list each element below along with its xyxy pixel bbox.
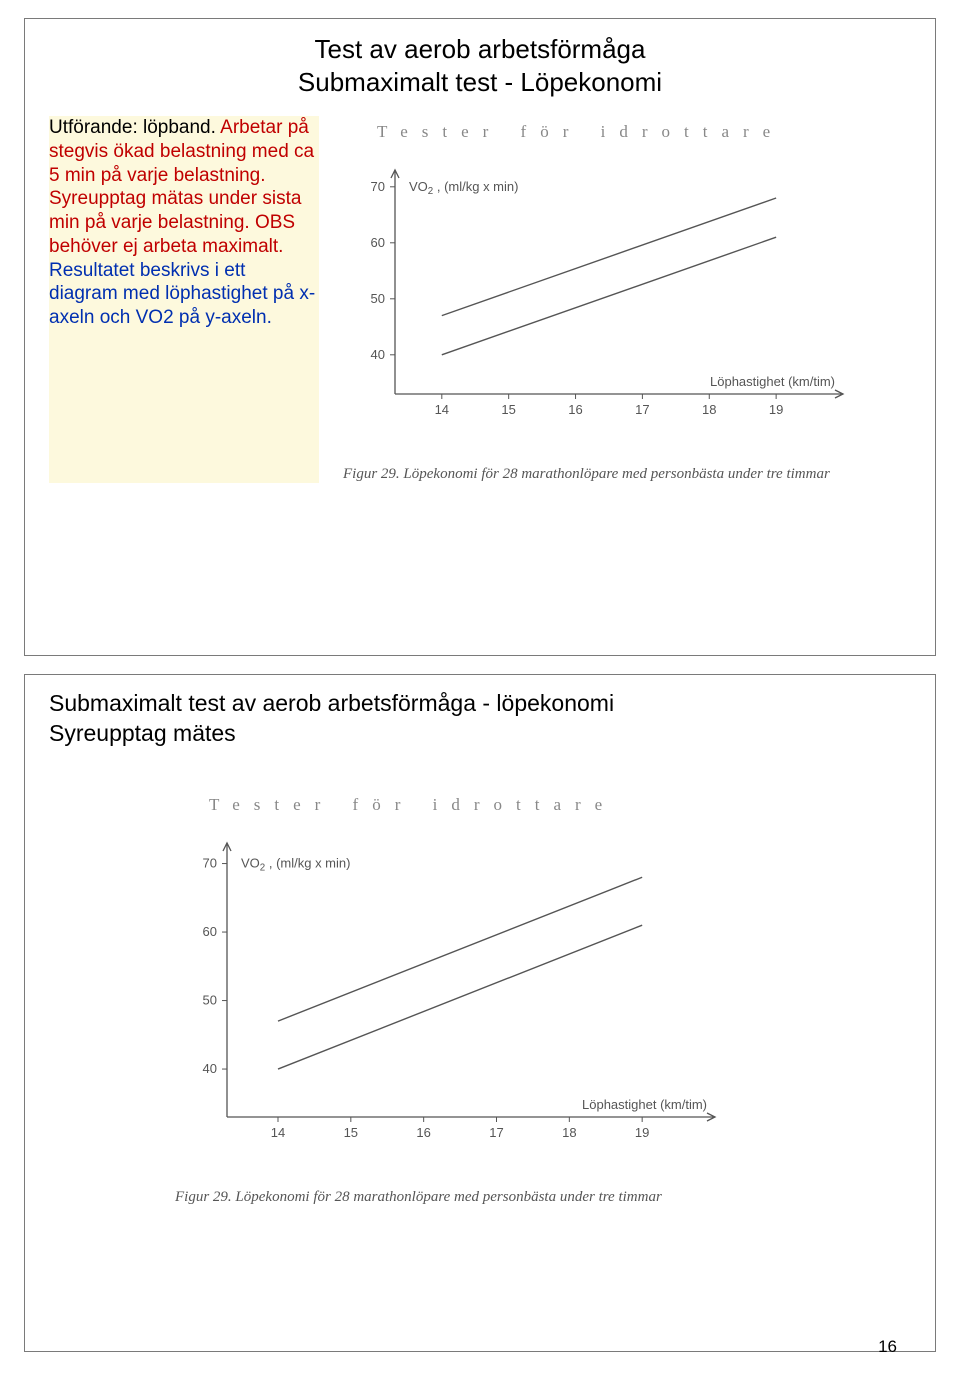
panel2-title-line-2: Syreupptag mätes [49, 719, 911, 749]
chart-svg-2: 40 50 60 70 14 15 16 17 18 19 VO2 , (ml/kg x min) L… [169, 833, 729, 1163]
svg-text:50: 50 [371, 291, 385, 306]
svg-text:15: 15 [501, 402, 515, 417]
svg-text:40: 40 [371, 347, 385, 362]
svg-text:14: 14 [271, 1125, 285, 1140]
svg-text:Löphastighet (km/tim): Löphastighet (km/tim) [582, 1097, 707, 1112]
svg-text:17: 17 [489, 1125, 503, 1140]
svg-text:17: 17 [635, 402, 649, 417]
panel1-title: Test av aerob arbetsförmåga Submaximalt … [49, 33, 911, 98]
desc-blue: Resultatet beskrivs i ett diagram med lö… [49, 260, 315, 329]
chart-header-2: Tester för idrottare [209, 795, 911, 815]
page-number: 16 [878, 1337, 897, 1357]
svg-text:16: 16 [416, 1125, 430, 1140]
panel2-title-line-1: Submaximalt test av aerob arbetsförmåga … [49, 689, 911, 719]
svg-text:70: 70 [371, 179, 385, 194]
svg-text:16: 16 [568, 402, 582, 417]
panel1-description: Utförande: löpband. Arbetar på stegvis ö… [49, 116, 319, 483]
svg-text:60: 60 [371, 235, 385, 250]
svg-text:70: 70 [203, 855, 217, 870]
panel2-title: Submaximalt test av aerob arbetsförmåga … [49, 689, 911, 749]
panel1-body: Utförande: löpband. Arbetar på stegvis ö… [49, 116, 911, 483]
svg-text:19: 19 [769, 402, 783, 417]
svg-text:60: 60 [203, 924, 217, 939]
svg-text:15: 15 [344, 1125, 358, 1140]
title-line-2: Submaximalt test - Löpekonomi [49, 66, 911, 99]
slide-panel-1: Test av aerob arbetsförmåga Submaximalt … [24, 18, 936, 656]
svg-text:VO2 , (ml/kg x min): VO2 , (ml/kg x min) [409, 179, 518, 197]
svg-text:18: 18 [702, 402, 716, 417]
svg-text:50: 50 [203, 992, 217, 1007]
svg-text:Löphastighet (km/tim): Löphastighet (km/tim) [710, 374, 835, 389]
svg-text:40: 40 [203, 1061, 217, 1076]
panel1-chart-area: Tester för idrottare 40 50 60 70 14 15 16 17 18 1… [337, 116, 911, 483]
desc-black: Utförande: löpband. [49, 117, 216, 138]
chart-svg-1: 40 50 60 70 14 15 16 17 18 19 VO2 , (ml/kg x min) L… [337, 160, 857, 440]
chart-header-1: Tester för idrottare [377, 122, 784, 142]
title-line-1: Test av aerob arbetsförmåga [49, 33, 911, 66]
svg-text:19: 19 [635, 1125, 649, 1140]
chart-caption-2: Figur 29. Löpekonomi för 28 marathonlöpa… [175, 1189, 911, 1206]
svg-text:14: 14 [435, 402, 449, 417]
svg-text:18: 18 [562, 1125, 576, 1140]
slide-panel-2: Submaximalt test av aerob arbetsförmåga … [24, 674, 936, 1352]
panel2-chart-area: Tester för idrottare 40 50 60 70 14 15 16 17 18 1… [169, 789, 911, 1206]
chart-caption-1: Figur 29. Löpekonomi för 28 marathonlöpa… [343, 466, 830, 483]
svg-text:VO2 , (ml/kg x min): VO2 , (ml/kg x min) [241, 855, 350, 873]
